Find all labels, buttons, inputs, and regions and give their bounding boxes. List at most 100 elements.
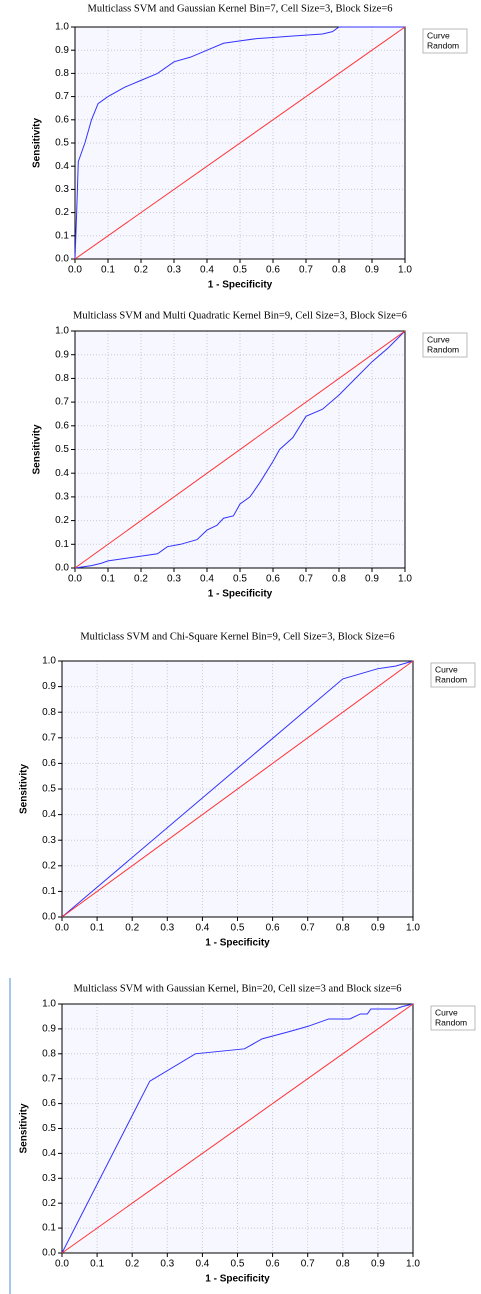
x-tick-label: 0.8 xyxy=(332,574,346,585)
legend-label: Curve xyxy=(435,1007,458,1017)
plot-frame xyxy=(74,26,406,260)
x-tick-label: 0.9 xyxy=(371,1259,385,1270)
x-tick-label: 0.6 xyxy=(266,265,280,276)
x-tick-label: 0.0 xyxy=(55,1259,69,1270)
y-tick-label: 0.9 xyxy=(55,45,69,56)
y-tick-label: 1.0 xyxy=(42,999,56,1010)
chart-title: Multiclass SVM and Chi-Square Kernel Bin… xyxy=(80,631,394,642)
y-tick-label: 0.4 xyxy=(42,809,56,820)
roc-line xyxy=(61,660,414,918)
y-tick-label: 1.0 xyxy=(55,326,69,337)
y-tick-label: 0.3 xyxy=(42,1173,56,1184)
y-axis-label: Sensitivity xyxy=(32,118,43,168)
x-tick-label: 0.8 xyxy=(332,265,346,276)
y-tick-label: 1.0 xyxy=(42,656,56,667)
y-tick-label: 0.7 xyxy=(42,1073,56,1084)
y-axis-label: Sensitivity xyxy=(19,764,30,814)
y-tick-label: 0.5 xyxy=(55,444,69,455)
roc-line xyxy=(74,26,405,260)
y-tick-label: 0.5 xyxy=(55,138,69,149)
plot-frame xyxy=(74,330,406,569)
x-tick-label: 0.4 xyxy=(200,265,214,276)
x-axis-label: 1 - Specificity xyxy=(208,280,273,291)
y-tick-label: 0.0 xyxy=(55,254,69,265)
legend-box xyxy=(422,28,468,54)
roc-line xyxy=(74,330,406,569)
y-tick-label: 0.0 xyxy=(42,1248,56,1259)
y-tick-label: 0.9 xyxy=(55,349,69,360)
x-tick-label: 0.0 xyxy=(68,265,82,276)
roc-line xyxy=(74,330,406,569)
x-tick-label: 0.5 xyxy=(231,1259,245,1270)
legend-box xyxy=(430,662,476,688)
y-tick-label: 0.6 xyxy=(55,420,69,431)
x-axis-label: 1 - Specificity xyxy=(208,589,273,600)
y-tick-label: 0.1 xyxy=(55,230,69,241)
chart-title: Multiclass SVM with Gaussian Kernel, Bin… xyxy=(73,983,401,994)
y-tick-label: 0.3 xyxy=(55,492,69,503)
chart-title: Multiclass SVM and Gaussian Kernel Bin=7… xyxy=(87,3,392,14)
chart-title: Multiclass SVM and Multi Quadratic Kerne… xyxy=(73,310,407,321)
y-tick-label: 0.9 xyxy=(42,1024,56,1035)
roc-line xyxy=(61,1003,414,1254)
x-axis-label: 1 - Specificity xyxy=(205,938,270,949)
x-tick-label: 0.4 xyxy=(195,923,209,934)
y-tick-label: 0.0 xyxy=(55,563,69,574)
x-tick-label: 0.7 xyxy=(299,574,313,585)
legend-label: Curve xyxy=(427,30,450,40)
x-tick-label: 0.5 xyxy=(233,574,247,585)
y-tick-label: 0.1 xyxy=(55,539,69,550)
plot-frame xyxy=(61,660,414,918)
y-tick-label: 0.9 xyxy=(42,681,56,692)
y-tick-label: 0.6 xyxy=(55,114,69,125)
y-tick-label: 0.4 xyxy=(55,161,69,172)
legend-label: Random xyxy=(435,1017,467,1027)
x-tick-label: 0.2 xyxy=(125,923,139,934)
x-tick-label: 0.1 xyxy=(101,574,115,585)
x-tick-label: 0.1 xyxy=(90,923,104,934)
x-tick-label: 1.0 xyxy=(406,1259,420,1270)
x-tick-label: 0.8 xyxy=(336,923,350,934)
x-tick-label: 0.5 xyxy=(231,923,245,934)
y-tick-label: 0.5 xyxy=(42,1123,56,1134)
legend-label: Curve xyxy=(427,334,450,344)
x-tick-label: 0.3 xyxy=(167,265,181,276)
y-tick-label: 0.1 xyxy=(42,886,56,897)
y-tick-label: 0.2 xyxy=(42,860,56,871)
y-tick-label: 0.8 xyxy=(42,1048,56,1059)
x-tick-label: 1.0 xyxy=(406,923,420,934)
x-tick-label: 0.3 xyxy=(160,1259,174,1270)
x-tick-label: 0.2 xyxy=(134,574,148,585)
y-tick-label: 0.1 xyxy=(42,1223,56,1234)
x-tick-label: 0.1 xyxy=(90,1259,104,1270)
y-axis-label: Sensitivity xyxy=(19,1103,30,1153)
x-tick-label: 0.7 xyxy=(299,265,313,276)
x-tick-label: 0.7 xyxy=(301,1259,315,1270)
y-tick-label: 0.7 xyxy=(55,91,69,102)
x-axis-label: 1 - Specificity xyxy=(205,1274,270,1285)
y-tick-label: 0.4 xyxy=(55,468,69,479)
y-tick-label: 0.8 xyxy=(55,373,69,384)
x-tick-label: 0.6 xyxy=(266,923,280,934)
x-tick-label: 0.9 xyxy=(371,923,385,934)
x-tick-label: 0.0 xyxy=(68,574,82,585)
y-tick-label: 0.6 xyxy=(42,758,56,769)
legend-label: Random xyxy=(427,40,459,50)
x-tick-label: 0.0 xyxy=(55,923,69,934)
y-tick-label: 0.5 xyxy=(42,784,56,795)
x-tick-label: 0.1 xyxy=(101,265,115,276)
y-tick-label: 1.0 xyxy=(55,22,69,33)
x-tick-label: 0.8 xyxy=(336,1259,350,1270)
x-tick-label: 0.2 xyxy=(125,1259,139,1270)
y-tick-label: 0.2 xyxy=(55,207,69,218)
x-tick-label: 0.3 xyxy=(167,574,181,585)
roc-line xyxy=(74,26,406,260)
x-tick-label: 0.2 xyxy=(134,265,148,276)
y-tick-label: 0.4 xyxy=(42,1148,56,1159)
roc-line xyxy=(61,1003,414,1254)
roc-line xyxy=(61,660,414,918)
legend-label: Curve xyxy=(435,664,458,674)
legend-label: Random xyxy=(435,674,467,684)
